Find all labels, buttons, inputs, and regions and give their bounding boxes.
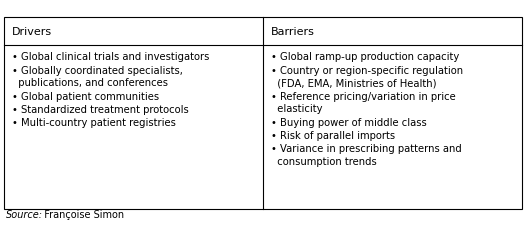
Text: Barriers: Barriers xyxy=(271,27,315,37)
Text: • Multi-country patient registries: • Multi-country patient registries xyxy=(12,118,176,128)
Text: • Country or region-specific regulation: • Country or region-specific regulation xyxy=(271,65,463,75)
Text: • Global clinical trials and investigators: • Global clinical trials and investigato… xyxy=(12,52,209,62)
Text: • Buying power of middle class: • Buying power of middle class xyxy=(271,117,427,127)
Text: Françoise Simon: Françoise Simon xyxy=(38,209,124,219)
Text: publications, and conferences: publications, and conferences xyxy=(12,78,168,88)
Text: Drivers: Drivers xyxy=(12,27,52,37)
Text: • Global patient communities: • Global patient communities xyxy=(12,91,159,101)
Text: consumption trends: consumption trends xyxy=(271,156,377,166)
Text: • Standardized treatment protocols: • Standardized treatment protocols xyxy=(12,105,189,114)
Text: • Variance in prescribing patterns and: • Variance in prescribing patterns and xyxy=(271,144,462,154)
Text: • Risk of parallel imports: • Risk of parallel imports xyxy=(271,131,395,140)
Text: elasticity: elasticity xyxy=(271,104,322,114)
Text: • Global ramp-up production capacity: • Global ramp-up production capacity xyxy=(271,52,459,62)
Text: • Reference pricing/variation in price: • Reference pricing/variation in price xyxy=(271,91,456,101)
Bar xyxy=(4,18,522,209)
Text: (FDA, EMA, Ministries of Health): (FDA, EMA, Ministries of Health) xyxy=(271,78,437,88)
Text: Source:: Source: xyxy=(6,209,43,219)
Text: • Globally coordinated specialists,: • Globally coordinated specialists, xyxy=(12,65,183,75)
